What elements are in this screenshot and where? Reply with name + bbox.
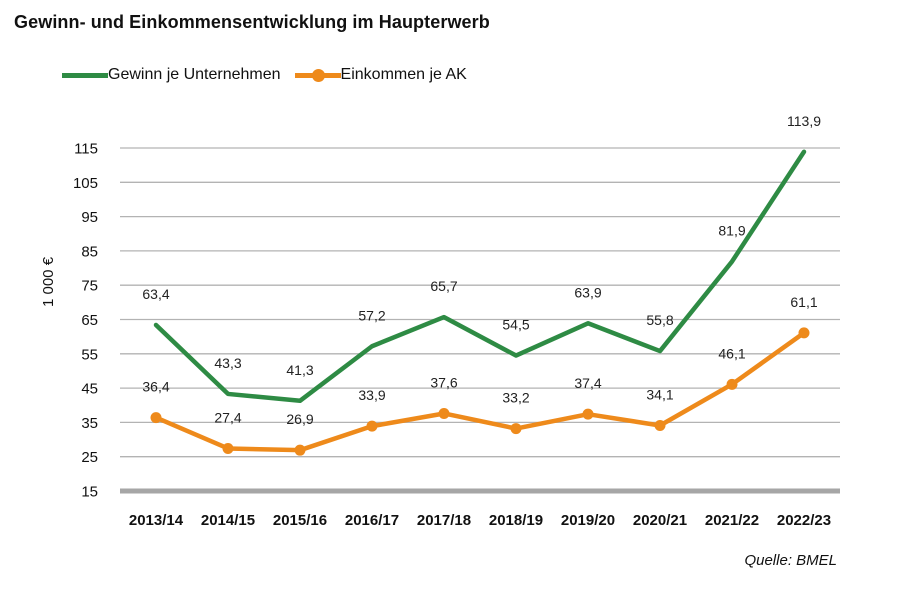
x-tick-label: 2013/14: [129, 512, 184, 529]
data-label-gewinn: 57,2: [358, 307, 385, 323]
y-tick-label: 115: [74, 141, 98, 158]
chart-title: Gewinn- und Einkommensentwicklung im Hau…: [14, 12, 490, 32]
data-label-einkommen: 33,2: [502, 390, 529, 406]
y-tick-label: 95: [81, 209, 98, 226]
legend-item-gewinn: Gewinn je Unternehmen: [62, 66, 281, 84]
x-tick-label: 2019/20: [561, 512, 615, 529]
legend-swatch-gewinn: [62, 72, 108, 78]
x-tick-label: 2018/19: [489, 512, 543, 529]
data-label-einkommen: 37,6: [430, 374, 457, 390]
y-tick-label: 15: [81, 484, 98, 501]
y-tick-label: 75: [81, 278, 98, 295]
data-point-einkommen: [726, 378, 738, 390]
data-label-gewinn: 113,9: [787, 113, 821, 129]
data-point-einkommen: [582, 408, 594, 420]
series-line-einkommen: [153, 330, 807, 453]
data-label-gewinn: 63,9: [574, 284, 601, 300]
y-tick-label: 55: [81, 346, 98, 363]
data-point-einkommen: [798, 327, 810, 339]
y-axis-label: 1 000 €: [40, 256, 57, 307]
series-line-gewinn: [153, 149, 807, 404]
data-label-gewinn: 63,4: [142, 286, 169, 302]
legend-label-gewinn: Gewinn je Unternehmen: [108, 66, 281, 83]
source-note: Quelle: BMEL: [744, 552, 837, 569]
data-point-einkommen: [438, 407, 450, 419]
y-tick-label: 25: [81, 449, 98, 466]
data-label-gewinn: 54,5: [502, 317, 529, 333]
y-tick-label: 45: [81, 381, 98, 398]
data-point-einkommen: [222, 442, 234, 454]
data-point-einkommen: [294, 444, 306, 456]
data-point-einkommen: [150, 412, 162, 424]
data-label-gewinn: 55,8: [646, 312, 673, 328]
data-label-einkommen: 27,4: [214, 409, 241, 425]
x-tick-label: 2014/15: [201, 512, 255, 529]
data-label-einkommen: 26,9: [286, 411, 313, 427]
x-tick-label: 2017/18: [417, 512, 471, 529]
data-label-gewinn: 81,9: [718, 223, 745, 239]
y-tick-label: 35: [81, 415, 98, 432]
x-tick-label: 2022/23: [777, 512, 831, 529]
data-label-einkommen: 46,1: [718, 345, 745, 361]
x-tick-label: 2021/22: [705, 512, 759, 529]
legend: Gewinn je Unternehmen Einkommen je AK: [62, 66, 467, 84]
legend-item-einkommen: Einkommen je AK: [294, 66, 467, 84]
y-tick-label: 85: [81, 243, 98, 260]
data-label-einkommen: 36,4: [142, 379, 169, 395]
x-tick-label: 2020/21: [633, 512, 687, 529]
data-label-einkommen: 34,1: [646, 386, 673, 402]
data-label-einkommen: 37,4: [574, 375, 601, 391]
data-point-einkommen: [510, 423, 522, 435]
data-label-einkommen: 33,9: [358, 387, 385, 403]
x-tick-label: 2016/17: [345, 512, 399, 529]
data-label-gewinn: 65,7: [430, 278, 457, 294]
legend-marker-einkommen: [311, 68, 325, 82]
x-tick-label: 2015/16: [273, 512, 327, 529]
data-label-einkommen: 61,1: [790, 294, 817, 310]
data-label-gewinn: 43,3: [214, 355, 241, 371]
data-label-gewinn: 41,3: [286, 362, 313, 378]
y-tick-label: 65: [81, 312, 98, 329]
legend-label-einkommen: Einkommen je AK: [340, 66, 467, 83]
data-point-einkommen: [654, 419, 666, 431]
data-point-einkommen: [366, 420, 378, 432]
legend-swatch-einkommen: [294, 68, 341, 82]
y-tick-label: 105: [73, 175, 98, 192]
